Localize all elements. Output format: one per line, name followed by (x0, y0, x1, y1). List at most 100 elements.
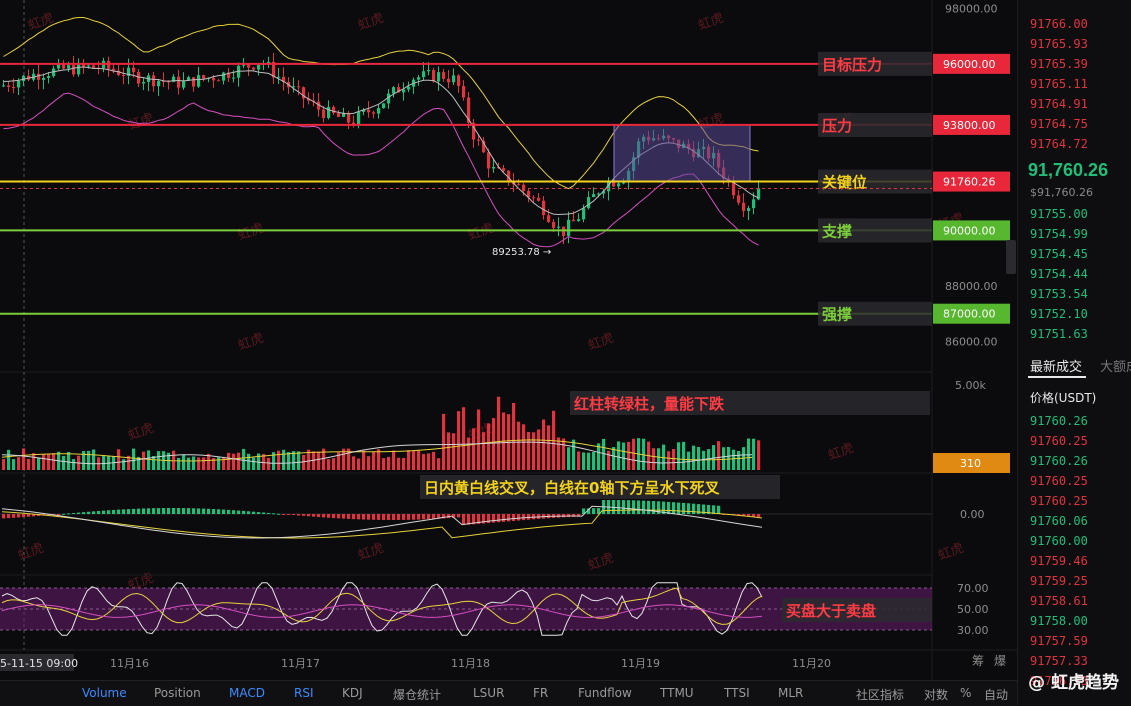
macd-hist-bar (32, 514, 36, 517)
candle-body (757, 188, 761, 200)
volume-bar (482, 432, 486, 470)
toolbar-right-0[interactable]: 社区指标 (856, 688, 905, 702)
candle-body (237, 65, 241, 78)
bid-price: 91754.99 (1030, 227, 1088, 241)
macd-hist-bar (742, 514, 746, 516)
volume-bar (217, 457, 221, 470)
rsi-tick-label: 50.00 (957, 603, 989, 616)
bid-price: 91754.45 (1030, 247, 1088, 261)
volume-bar (717, 441, 721, 470)
volume-bar (472, 428, 476, 470)
volume-bar (382, 458, 386, 470)
volume-bar (287, 452, 291, 470)
macd-hist-bar (282, 514, 286, 515)
background-watermark: 虹虎 (356, 11, 386, 34)
candle-body (167, 81, 171, 83)
macd-hist-bar (262, 512, 266, 514)
indicator-tab-rsi[interactable]: RSI (294, 686, 314, 700)
candle-body (67, 65, 71, 69)
rsi-annotation-bg (782, 598, 932, 622)
indicator-tab-macd[interactable]: MACD (229, 686, 265, 700)
candle-body (377, 108, 381, 114)
volume-bar (122, 459, 126, 470)
candle-body (397, 87, 401, 93)
candle-body (737, 195, 741, 203)
candle-body (187, 77, 191, 81)
volume-bar (732, 449, 736, 470)
candle-body (432, 69, 436, 82)
volume-bar (152, 456, 156, 470)
volume-bar (677, 442, 681, 470)
volume-bar (722, 447, 726, 470)
volume-bar (442, 413, 446, 470)
macd-hist-bar (637, 500, 641, 514)
indicator-tab-lsur[interactable]: LSUR (473, 686, 505, 700)
price-tick-label: 86000.00 (945, 335, 998, 348)
macd-hist-bar (67, 513, 71, 515)
macd-hist-bar (192, 508, 196, 514)
ask-price: 91764.75 (1030, 117, 1088, 131)
indicator-tab-position[interactable]: Position (154, 686, 201, 700)
macd-hist-bar (387, 514, 391, 520)
indicator-tab-ttsi[interactable]: TTSI (724, 686, 750, 700)
toolbar-right-1[interactable]: 对数 (924, 688, 949, 702)
volume-bar (487, 423, 491, 470)
macd-hist-bar (497, 514, 501, 523)
volume-bar (402, 457, 406, 470)
candle-body (582, 208, 586, 220)
macd-hist-bar (87, 511, 91, 514)
indicator-tab-fundflow[interactable]: Fundflow (578, 686, 632, 700)
chart-area[interactable]: 虹虎虹虎虹虎虹虎虹虎虹虎虹虎虹虎虹虎虹虎虹虎虹虎虹虎虹虎虹虎虹虎虹虎虹虎虹虎虹虎… (0, 0, 1017, 680)
toolbar-right-2[interactable]: % (960, 686, 972, 700)
macd-hist-bar (757, 514, 761, 518)
macd-hist-bar (267, 512, 271, 514)
level-price-badge (933, 114, 1010, 135)
brand-watermark: @ 虹虎趋势 (1028, 673, 1119, 693)
volume-bar (132, 448, 136, 470)
toolbar-right-3[interactable]: 自动 (984, 688, 1009, 702)
volume-bar (687, 451, 691, 470)
indicator-tab-kdj[interactable]: KDJ (342, 686, 363, 700)
indicator-tab-ttmu[interactable]: TTMU (660, 686, 694, 700)
candle-body (387, 93, 391, 104)
tab-large-trades[interactable]: 大额成 (1100, 360, 1131, 375)
macd-hist-bar (457, 514, 461, 518)
candle-body (212, 77, 216, 81)
volume-bar (427, 453, 431, 470)
candle-body (522, 184, 526, 191)
candle-body (487, 152, 491, 169)
volume-axis-max: 5.00k (955, 379, 986, 392)
volume-bar (282, 449, 286, 470)
candle-body (347, 112, 351, 123)
candle-body (17, 81, 21, 88)
panel-resize-handle[interactable] (1006, 240, 1016, 274)
candle-body (612, 182, 616, 187)
trade-price: 91759.25 (1030, 574, 1088, 588)
macd-hist-bar (522, 514, 526, 521)
indicator-tab-爆仓统计[interactable]: 爆仓统计 (393, 688, 442, 702)
ask-price: 91764.72 (1030, 137, 1088, 151)
macd-hist-bar (152, 508, 156, 514)
tab-latest-trades[interactable]: 最新成交 (1030, 360, 1083, 375)
candle-body (52, 68, 56, 77)
trade-price: 91760.06 (1030, 514, 1088, 528)
macd-hist-bar (222, 509, 226, 514)
macd-hist-bar (122, 509, 126, 514)
trade-price: 91760.25 (1030, 494, 1088, 508)
volume-bar (302, 454, 306, 470)
volume-bar (417, 450, 421, 470)
indicator-tab-fr[interactable]: FR (533, 686, 549, 700)
macd-hist-bar (417, 514, 421, 520)
level-label-bg (818, 301, 932, 326)
background-watermark: 虹虎 (826, 441, 856, 464)
macd-hist-bar (92, 511, 96, 514)
candle-body (47, 76, 51, 78)
candle-body (117, 70, 121, 76)
volume-bar (352, 456, 356, 470)
macd-hist-bar (367, 514, 371, 520)
macd-hist-bar (7, 514, 11, 519)
candle-body (457, 75, 461, 86)
indicator-tab-volume[interactable]: Volume (82, 686, 127, 700)
volume-bar (307, 449, 311, 470)
indicator-tab-mlr[interactable]: MLR (778, 686, 804, 700)
